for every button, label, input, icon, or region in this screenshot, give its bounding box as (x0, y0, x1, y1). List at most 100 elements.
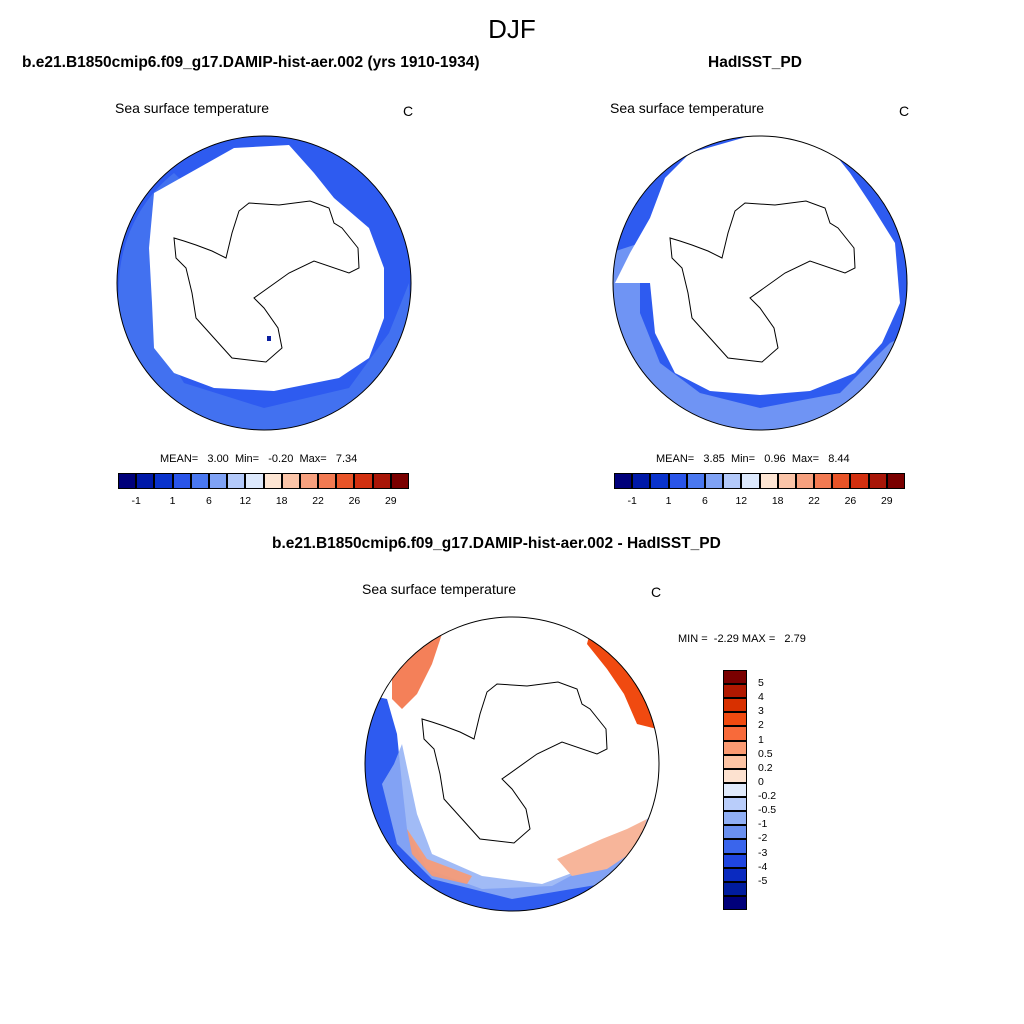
colorbar-swatch (190, 473, 209, 489)
colorbar-tick-label: 1 (758, 733, 764, 746)
colorbar-tick-label: -0.5 (758, 804, 777, 817)
panel3-warm-anomaly-south (557, 819, 647, 876)
colorbar-swatch (336, 473, 355, 489)
colorbar-tick-label: -4 (758, 860, 768, 873)
panel1-variable: Sea surface temperature (115, 100, 270, 116)
colorbar-swatch (281, 473, 300, 489)
panel2-variable: Sea surface temperature (610, 100, 765, 116)
colorbar-tick-label: 4 (758, 691, 764, 704)
colorbar-swatch (172, 473, 191, 489)
panel1-inland-cell (267, 336, 271, 341)
panel3-stats: MIN = -2.29 MAX = 2.79 (678, 633, 806, 645)
colorbar-swatch (118, 473, 137, 489)
colorbar-tick-label: 5 (758, 677, 764, 690)
colorbar-swatch (154, 473, 173, 489)
colorbar-swatch (741, 473, 760, 489)
main-title: DJF (488, 14, 536, 44)
panel3-variable: Sea surface temperature (362, 581, 517, 597)
colorbar-swatch (723, 811, 747, 826)
colorbar-tick-label: 22 (312, 495, 324, 507)
colorbar-swatch (723, 754, 747, 769)
colorbar-swatch (886, 473, 905, 489)
colorbar-tick-label: 1 (169, 495, 176, 507)
colorbar-swatch (136, 473, 155, 489)
colorbar-swatch (723, 670, 747, 685)
colorbar-tick-label: 22 (808, 495, 820, 507)
colorbar-swatch (723, 740, 747, 755)
colorbar-tick-label: 1 (665, 495, 672, 507)
colorbar-swatch (208, 473, 228, 489)
colorbar-swatch (723, 853, 747, 868)
panel3-colorbar (723, 670, 747, 910)
colorbar-tick-label: -1 (131, 495, 141, 507)
colorbar-tick-label: -5 (758, 874, 768, 887)
panel2-colorbar (614, 473, 905, 489)
panel2-map-border (612, 135, 908, 431)
colorbar-swatch (650, 473, 669, 489)
colorbar-tick-label: -0.2 (758, 790, 777, 803)
colorbar-swatch (354, 473, 373, 489)
colorbar-tick-label: 6 (206, 495, 212, 507)
panel3-antarctica-outline (421, 681, 608, 844)
colorbar-swatch (723, 473, 742, 489)
colorbar-swatch (850, 473, 869, 489)
colorbar-swatch (668, 473, 687, 489)
panel1-colorbar (118, 473, 409, 489)
colorbar-tick-label: 29 (880, 495, 893, 507)
panel1-polar-map (116, 135, 412, 431)
colorbar-swatch (777, 473, 796, 489)
colorbar-swatch (723, 726, 747, 741)
colorbar-tick-label: -1 (758, 818, 768, 831)
colorbar-tick-label: 6 (702, 495, 708, 507)
colorbar-tick-label: -1 (627, 495, 637, 507)
colorbar-swatch (723, 698, 747, 713)
panel3-title: b.e21.B1850cmip6.f09_g17.DAMIP-hist-aer.… (272, 535, 721, 552)
colorbar-tick-label: 12 (735, 495, 748, 507)
colorbar-swatch (759, 473, 778, 489)
panel2-title: HadISST_PD (708, 54, 802, 71)
panel1-stats: MEAN= 3.00 Min= -0.20 Max= 7.34 (160, 453, 358, 465)
panel2-stats: MEAN= 3.85 Min= 0.96 Max= 8.44 (656, 453, 850, 465)
colorbar-swatch (723, 895, 747, 910)
colorbar-swatch (723, 825, 747, 840)
colorbar-swatch (227, 473, 246, 489)
colorbar-tick-label: 0.5 (758, 747, 773, 760)
colorbar-tick-label: 26 (348, 495, 361, 507)
colorbar-swatch (723, 881, 747, 896)
colorbar-swatch (299, 473, 319, 489)
colorbar-tick-label: 0 (758, 775, 764, 788)
colorbar-swatch (723, 839, 747, 854)
panel1-units: C (403, 103, 414, 119)
colorbar-swatch (723, 797, 747, 812)
colorbar-swatch (632, 473, 651, 489)
colorbar-tick-label: 18 (771, 495, 784, 507)
colorbar-swatch (795, 473, 815, 489)
colorbar-swatch (723, 684, 747, 699)
colorbar-swatch (614, 473, 633, 489)
colorbar-swatch (245, 473, 264, 489)
panel3-warm-anomaly-west (392, 634, 442, 709)
colorbar-swatch (723, 782, 747, 798)
colorbar-swatch (390, 473, 409, 489)
colorbar-swatch (723, 712, 747, 727)
colorbar-swatch (832, 473, 851, 489)
panel3-map-border (364, 616, 660, 912)
colorbar-swatch (814, 473, 833, 489)
panel2-ocean-band (613, 243, 907, 430)
colorbar-swatch (868, 473, 887, 489)
panel2-antarctica-outline (669, 200, 856, 363)
colorbar-swatch (372, 473, 391, 489)
colorbar-swatch (318, 473, 337, 489)
panel2-units: C (899, 103, 910, 119)
colorbar-tick-label: 3 (758, 705, 764, 718)
panel1-antarctica-outline (173, 200, 360, 363)
panel1-map-border (116, 135, 412, 431)
colorbar-tick-label: 29 (384, 495, 397, 507)
colorbar-swatch (686, 473, 705, 489)
colorbar-tick-label: 26 (844, 495, 857, 507)
colorbar-swatch (723, 867, 747, 882)
panel3-warm-anomaly-southwest (407, 829, 472, 884)
colorbar-swatch (263, 473, 282, 489)
panel1-title: b.e21.B1850cmip6.f09_g17.DAMIP-hist-aer.… (22, 54, 480, 71)
panel2-polar-map (612, 135, 908, 431)
